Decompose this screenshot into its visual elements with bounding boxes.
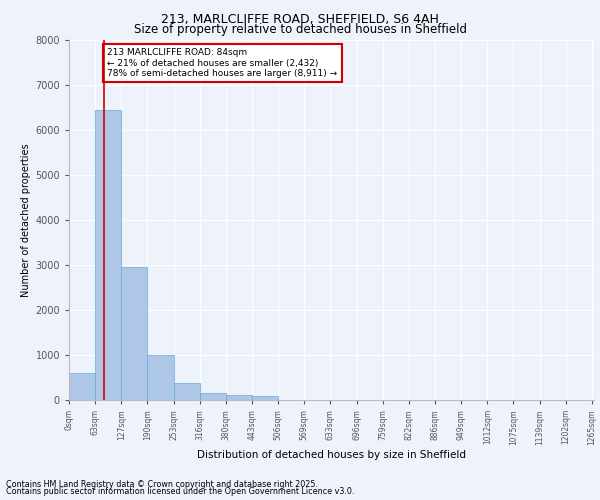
Bar (121, 267, 148, 400)
Y-axis label: Number of detached properties: Number of detached properties (21, 143, 31, 297)
Bar (173, 384, 200, 400)
Bar (148, 356, 173, 400)
Text: 213 MARLCLIFFE ROAD: 84sqm
← 21% of detached houses are smaller (2,432)
78% of s: 213 MARLCLIFFE ROAD: 84sqm ← 21% of deta… (107, 48, 337, 78)
Text: Size of property relative to detached houses in Sheffield: Size of property relative to detached ho… (133, 22, 467, 36)
X-axis label: Distribution of detached houses by size in Sheffield: Distribution of detached houses by size … (197, 450, 466, 460)
Text: Contains HM Land Registry data © Crown copyright and database right 2025.: Contains HM Land Registry data © Crown c… (6, 480, 318, 489)
Bar (226, 395, 252, 400)
Text: Contains public sector information licensed under the Open Government Licence v3: Contains public sector information licen… (6, 487, 355, 496)
Bar (95, 110, 121, 400)
Bar (252, 396, 278, 400)
Bar (200, 392, 226, 400)
Bar (69, 373, 95, 400)
Text: 213, MARLCLIFFE ROAD, SHEFFIELD, S6 4AH: 213, MARLCLIFFE ROAD, SHEFFIELD, S6 4AH (161, 12, 439, 26)
